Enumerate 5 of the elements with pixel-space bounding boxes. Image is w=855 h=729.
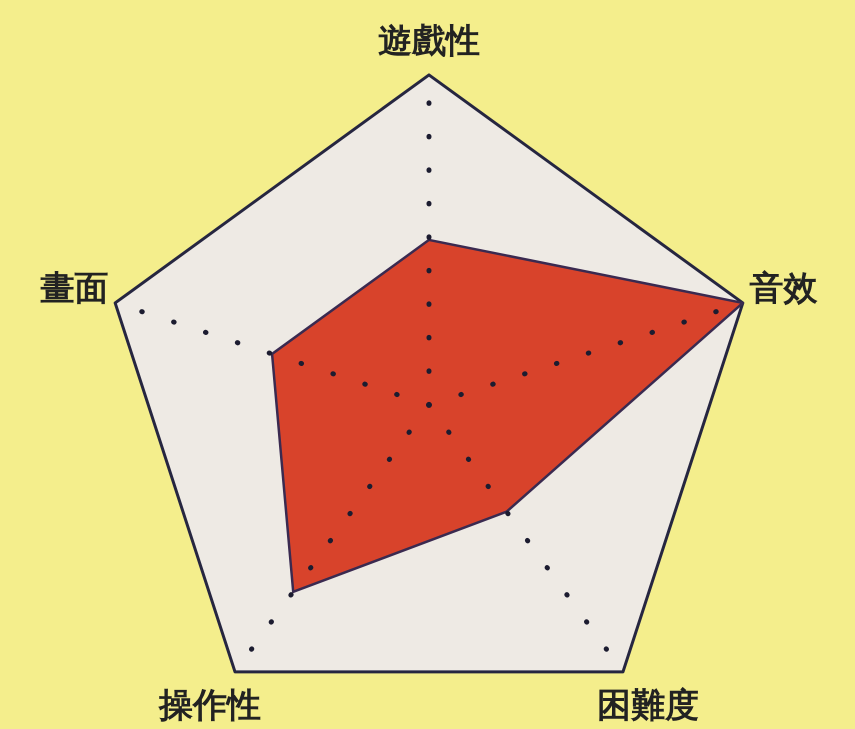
spoke-label: 音效: [750, 268, 819, 309]
spoke-label: 畫面: [40, 268, 108, 309]
spoke-label: 困難度: [597, 686, 700, 726]
spoke-label: 遊戲性: [378, 20, 480, 61]
spoke-label: 操作性: [158, 686, 261, 726]
